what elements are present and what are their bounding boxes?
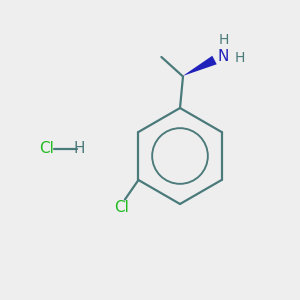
Text: H: H bbox=[74, 141, 85, 156]
Text: N: N bbox=[218, 50, 229, 64]
Text: H: H bbox=[218, 34, 229, 47]
Text: Cl: Cl bbox=[115, 200, 129, 215]
Text: Cl: Cl bbox=[39, 141, 54, 156]
Text: H: H bbox=[235, 51, 245, 65]
Polygon shape bbox=[183, 56, 217, 76]
